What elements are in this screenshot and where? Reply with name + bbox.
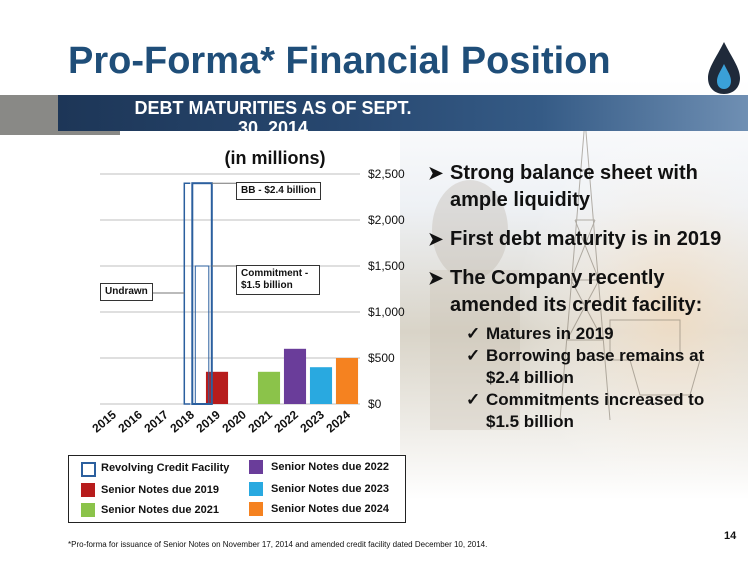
arrow-bullet-icon: ➤ [428,268,444,288]
commitment-callout: Commitment - $1.5 billion [236,265,320,295]
x-tick-label: 2015 [89,407,119,435]
legend-swatch-2021 [81,503,95,517]
x-tick-label: 2022 [271,407,301,435]
bar-senior-notes-due-2021 [257,371,281,404]
header-band [58,95,748,131]
y-tick-label: $1,000 [368,305,405,319]
bb-callout: BB - $2.4 billion [236,182,322,200]
legend-label: Senior Notes due 2022 [271,461,389,473]
sub-bullet-text: Borrowing base remains at $2.4 billion [486,346,705,387]
arrow-bullet-icon: ➤ [428,163,444,183]
legend-swatch-2024 [249,502,263,516]
page-number: 14 [724,530,737,542]
undrawn-callout: Undrawn [100,283,153,301]
check-icon: ✓ [466,390,481,409]
sub-bullet-text: Commitments increased to $1.5 billion [486,390,705,431]
legend-label: Senior Notes due 2023 [271,483,389,495]
bullet-item: ➤ First debt maturity is in 2019 [428,226,738,253]
x-tick-label: 2018 [167,407,197,435]
legend-label: Revolving Credit Facility [101,462,230,474]
units-label: (in millions) [224,148,326,168]
y-tick-label: $500 [368,351,395,365]
legend-label: Senior Notes due 2024 [271,503,389,515]
sub-bullet-item: ✓ Matures in 2019 [466,323,738,345]
bar-senior-notes-due-2023 [309,367,333,404]
debt-maturities-chart: $0$500$1,000$1,500$2,000$2,500 201520162… [89,167,405,435]
legend-label: Senior Notes due 2019 [101,484,219,496]
y-tick-label: $2,500 [368,167,405,181]
arrow-bullet-icon: ➤ [428,229,444,249]
flame-drop-logo-icon [708,42,740,94]
bar-senior-notes-due-2022 [283,348,307,404]
commitment-callout-text: Commitment - $1.5 billion [241,268,309,291]
bullet-text: Strong balance sheet with ample liquidit… [450,162,698,211]
x-tick-label: 2024 [323,407,353,435]
x-tick-label: 2017 [141,407,171,435]
check-icon: ✓ [466,324,481,343]
x-tick-label: 2016 [115,407,145,435]
bullet-text: The Company recently amended its credit … [450,267,703,316]
bullet-text: First debt maturity is in 2019 [450,228,722,250]
legend-swatch-2022 [249,460,263,474]
chart-heading: DEBT MATURITIES AS OF SEPT. 30, 2014 [134,98,412,138]
legend-swatch-revolver [81,462,96,477]
x-tick-label: 2021 [245,407,275,435]
x-tick-label: 2020 [219,407,249,435]
check-icon: ✓ [466,346,481,365]
y-tick-label: $0 [368,397,382,411]
revolver-commitment-bar [194,265,210,405]
y-tick-label: $2,000 [368,213,405,227]
x-tick-label: 2023 [297,407,327,435]
key-points: ➤ Strong balance sheet with ample liquid… [428,160,738,433]
legend-swatch-2023 [249,482,263,496]
bullet-item: ➤ Strong balance sheet with ample liquid… [428,160,738,214]
bar-senior-notes-due-2024 [335,358,359,404]
bullet-item: ➤ The Company recently amended its credi… [428,265,738,319]
chart-legend: Revolving Credit Facility Senior Notes d… [68,455,406,523]
footnote: *Pro-forma for issuance of Senior Notes … [68,540,488,549]
legend-swatch-2019 [81,483,95,497]
y-tick-label: $1,500 [368,259,405,273]
sub-bullet-text: Matures in 2019 [486,324,614,343]
sub-bullet-item: ✓ Borrowing base remains at $2.4 billion [466,345,738,389]
page-title: Pro-Forma* Financial Position [68,40,611,82]
x-tick-label: 2019 [193,407,223,435]
sub-bullet-list: ✓ Matures in 2019 ✓ Borrowing base remai… [428,323,738,433]
sub-bullet-item: ✓ Commitments increased to $1.5 billion [466,389,738,433]
legend-label: Senior Notes due 2021 [101,504,219,516]
undrawn-bracket [183,182,191,405]
